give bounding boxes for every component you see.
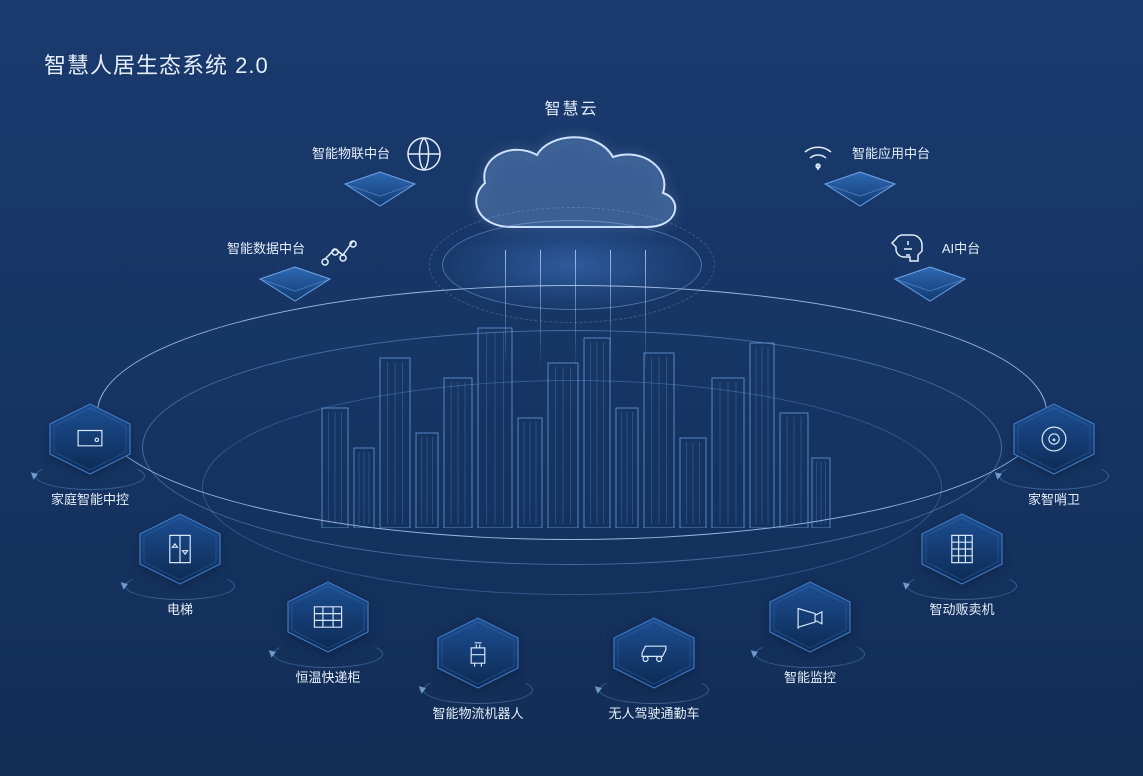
endpoint-label: 智动贩卖机 (902, 599, 1022, 618)
cloud-label: 智慧云 (457, 95, 687, 119)
platform-label: 智能物联中台 (312, 143, 390, 162)
endpoint-shuttle: 无人驾驶通勤车 (594, 614, 714, 722)
platform-data: 智能数据中台 (235, 225, 355, 306)
network-icon (319, 225, 359, 269)
ai-head-icon (888, 225, 928, 269)
endpoint-label: 无人驾驶通勤车 (594, 703, 714, 722)
platform-iot: 智能物联中台 (320, 130, 440, 211)
endpoint-label: 恒温快递柜 (268, 667, 388, 686)
endpoint-label: 智能物流机器人 (418, 703, 538, 722)
city-skyline (312, 308, 832, 528)
endpoint-vending: 智动贩卖机 (902, 510, 1022, 618)
endpoint-cctv: 智能监控 (750, 578, 870, 686)
diagram-stage: 智慧人居生态系统 2.0 智慧云 智能物联中台 智能数据中台 (0, 0, 1143, 776)
endpoint-robot: 智能物流机器人 (418, 614, 538, 722)
platform-ai: AI中台 (870, 225, 990, 303)
page-title: 智慧人居生态系统 2.0 (44, 48, 269, 80)
globe-icon (404, 130, 444, 174)
endpoint-guard: 家智哨卫 (994, 400, 1114, 508)
endpoint-locker: 恒温快递柜 (268, 578, 388, 686)
endpoint-elevator: 电梯 (120, 510, 240, 618)
endpoint-label: 家庭智能中控 (30, 489, 150, 508)
platform-label: 智能数据中台 (227, 238, 305, 257)
signal-icon (798, 130, 838, 174)
platform-label: 智能应用中台 (852, 143, 930, 162)
endpoint-label: 智能监控 (750, 667, 870, 686)
endpoint-home-hub: 家庭智能中控 (30, 400, 150, 508)
platform-app: 智能应用中台 (800, 130, 920, 208)
platform-label: AI中台 (942, 238, 980, 257)
endpoint-label: 电梯 (120, 599, 240, 618)
cloud-base-disc (442, 220, 702, 310)
endpoint-label: 家智哨卫 (994, 489, 1114, 508)
